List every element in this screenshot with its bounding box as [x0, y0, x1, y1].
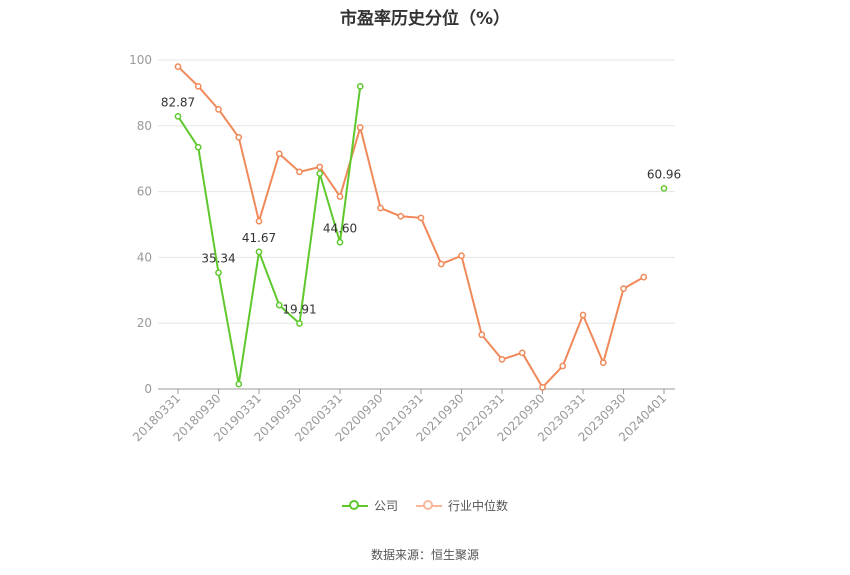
industry-median-point: [478, 331, 486, 339]
data-source: 数据来源：恒生聚源: [370, 548, 479, 562]
company-point: [235, 380, 243, 388]
company-point: [356, 82, 364, 90]
industry-median-point: [296, 168, 303, 176]
industry-median-point: [498, 356, 506, 363]
industry-median-point: [579, 311, 587, 319]
legend-item-industry-median[interactable]: 行业中位数: [416, 497, 508, 514]
industry-median-point: [215, 106, 222, 113]
company-point: [660, 185, 668, 192]
legend-swatch-industry-median: [416, 499, 442, 513]
industry-median-point: [437, 260, 445, 268]
legend-item-company[interactable]: 公司: [341, 497, 398, 514]
company-point: [336, 238, 344, 246]
industry-median-point: [356, 124, 364, 131]
y-tick-label: 100: [129, 53, 152, 67]
industry-median-point: [397, 212, 405, 220]
company-point: [194, 143, 202, 151]
legend: 公司 行业中位数: [0, 497, 850, 514]
company-series-line: [177, 86, 362, 386]
data-label: 41.67: [242, 231, 276, 245]
industry-median-point: [620, 285, 627, 293]
industry-median-point: [235, 133, 243, 141]
y-tick-label: 20: [137, 316, 152, 330]
company-point: [174, 113, 182, 120]
y-tick-label: 40: [137, 250, 152, 264]
y-tick-label: 80: [137, 119, 152, 133]
legend-swatch-company: [341, 499, 368, 513]
industry-median-point: [640, 273, 648, 281]
industry-median-point: [255, 217, 263, 225]
industry-median-point: [539, 384, 546, 391]
industry-median-point: [417, 214, 425, 222]
data-label: 35.34: [201, 252, 235, 266]
company-point: [275, 301, 283, 309]
y-tick-label: 0: [144, 382, 152, 396]
industry-median-point: [599, 359, 607, 367]
legend-label-industry-median: 行业中位数: [448, 499, 509, 513]
data-label: 44.60: [323, 221, 357, 235]
chart-title: 市盈率历史分位（%）: [339, 9, 511, 29]
industry-median-point: [458, 252, 465, 260]
legend-label-company: 公司: [373, 499, 398, 513]
industry-median-point: [275, 150, 283, 158]
company-point: [316, 170, 324, 177]
industry-median-point: [559, 362, 567, 370]
data-label: 60.96: [647, 167, 681, 181]
industry-median-point: [174, 63, 182, 70]
industry-median-series-line: [177, 65, 645, 389]
industry-median-point: [377, 204, 384, 212]
industry-median-point: [336, 193, 344, 200]
data-label: 82.87: [161, 95, 195, 109]
data-label: 19.91: [282, 302, 316, 316]
company-point: [255, 248, 263, 256]
industry-median-point: [518, 349, 526, 357]
company-point: [215, 269, 222, 277]
industry-median-point: [194, 82, 202, 90]
company-point: [296, 320, 303, 327]
y-tick-label: 60: [137, 185, 152, 199]
industry-median-point: [316, 163, 324, 171]
